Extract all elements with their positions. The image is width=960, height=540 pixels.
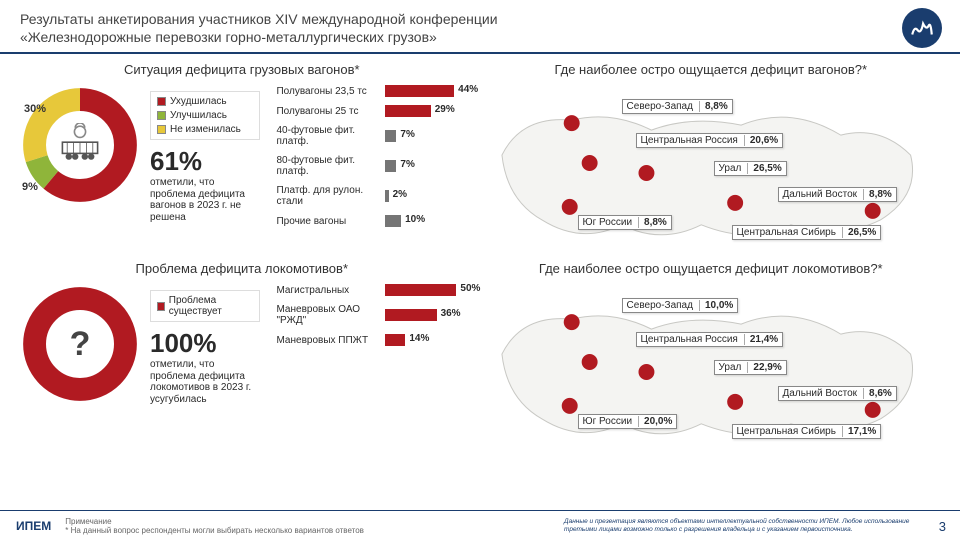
- footer-note: Примечание * На данный вопрос респондент…: [65, 517, 364, 535]
- footer-brand: ИПЕМ: [16, 519, 51, 533]
- slide-content: Ситуация дефицита грузовых вагонов*: [0, 54, 960, 454]
- map-region-tag: Юг России20,0%: [578, 414, 678, 429]
- wagons-stat: 61% отметили, что проблема дефицита ваго…: [150, 146, 260, 223]
- map-region-tag: Центральная Россия20,6%: [636, 133, 784, 148]
- company-logo: [902, 8, 942, 48]
- wagons-map: Северо-Запад8,8% Центральная Россия20,6% У…: [482, 85, 940, 255]
- wagons-donut-title: Ситуация дефицита грузовых вагонов*: [20, 62, 464, 77]
- wagons-right: Где наиболее остро ощущается дефицит ваг…: [482, 62, 940, 255]
- title-line-1: Результаты анкетирования участников XIV …: [20, 11, 498, 27]
- slide-header: Результаты анкетирования участников XIV …: [0, 0, 960, 54]
- hbar-row: Прочие вагоны 10%: [276, 215, 463, 227]
- loco-map: Северо-Запад10,0% Центральная Россия21,4%…: [482, 284, 940, 454]
- hbar-row: 40-футовые фит. платф. 7%: [276, 125, 463, 147]
- legend-item: Ухудшилась: [157, 96, 253, 107]
- hbar-row: Маневровых ОАО "РЖД" 36%: [276, 304, 463, 326]
- legend-item: Проблема существует: [157, 295, 253, 317]
- loco-donut-block: ? Проблема существует 100% отметили, что…: [20, 284, 260, 405]
- map-region-tag: Центральная Россия21,4%: [636, 332, 784, 347]
- title-line-2: «Железнодорожные перевозки горно-металлу…: [20, 29, 437, 45]
- map-region-tag: Северо-Запад8,8%: [622, 99, 733, 114]
- wagons-donut: 30% 9%: [20, 85, 140, 205]
- row-loco: Проблема дефицита локомотивов* ? Проблем…: [20, 261, 940, 454]
- donut-callout: 9%: [22, 181, 38, 193]
- legend-item: Не изменилась: [157, 124, 253, 135]
- hbar-row: 80-футовые фит. платф. 7%: [276, 155, 463, 177]
- wagons-donut-block: 30%9% УхудшиласьУлучшиласьНе изменилась …: [20, 85, 260, 227]
- wagons-stat-text: отметили, что проблема дефицита вагонов …: [150, 177, 260, 223]
- loco-bars: Магистральных 50% Маневровых ОАО "РЖД" 36…: [276, 284, 463, 405]
- wagons-bars: Полувагоны 23,5 тс 44% Полувагоны 25 тс 2…: [276, 85, 463, 227]
- hbar-row: Маневровых ППЖТ 14%: [276, 334, 463, 346]
- loco-left: Проблема дефицита локомотивов* ? Проблем…: [20, 261, 464, 454]
- loco-stat-text: отметили, что проблема дефицита локомоти…: [150, 359, 260, 405]
- wagons-map-title: Где наиболее остро ощущается дефицит ваг…: [482, 62, 940, 77]
- row-wagons: Ситуация дефицита грузовых вагонов*: [20, 62, 940, 255]
- slide-title: Результаты анкетирования участников XIV …: [20, 10, 940, 46]
- map-region-tag: Центральная Сибирь17,1%: [732, 424, 882, 439]
- slide-footer: ИПЕМ Примечание * На данный вопрос респо…: [0, 510, 960, 540]
- question-mark-icon: ?: [70, 325, 91, 364]
- map-region-tag: Урал22,9%: [714, 360, 787, 375]
- footer-fine: Данные и презентация являются объектами …: [564, 518, 944, 532]
- hbar-row: Полувагоны 25 тс 29%: [276, 105, 463, 117]
- page-number: 3: [939, 519, 946, 534]
- wagons-left: Ситуация дефицита грузовых вагонов*: [20, 62, 464, 255]
- wagons-stat-big: 61%: [150, 146, 260, 177]
- hbar-row: Полувагоны 23,5 тс 44%: [276, 85, 463, 97]
- loco-stat: 100% отметили, что проблема дефицита лок…: [150, 328, 260, 405]
- loco-donut-center: ?: [20, 284, 140, 404]
- loco-map-title: Где наиболее остро ощущается дефицит лок…: [482, 261, 940, 276]
- map-region-tag: Северо-Запад10,0%: [622, 298, 739, 313]
- wagons-legend: Ухудшилась Улучшилась Не изменилась: [150, 91, 260, 140]
- map-region-tag: Центральная Сибирь26,5%: [732, 225, 882, 240]
- loco-legend: Проблема существует: [150, 290, 260, 322]
- donut-callout: 30%: [24, 103, 46, 115]
- map-region-tag: Урал26,5%: [714, 161, 787, 176]
- map-region-tag: Дальний Восток8,8%: [778, 187, 897, 202]
- loco-donut-title: Проблема дефицита локомотивов*: [20, 261, 464, 276]
- legend-item: Улучшилась: [157, 110, 253, 121]
- hbar-row: Платф. для рулон. стали 2%: [276, 185, 463, 207]
- map-region-tag: Дальний Восток8,6%: [778, 386, 897, 401]
- loco-donut: ?: [20, 284, 140, 404]
- loco-right: Где наиболее остро ощущается дефицит лок…: [482, 261, 940, 454]
- hbar-row: Магистральных 50%: [276, 284, 463, 296]
- map-region-tag: Юг России8,8%: [578, 215, 672, 230]
- loco-stat-big: 100%: [150, 328, 260, 359]
